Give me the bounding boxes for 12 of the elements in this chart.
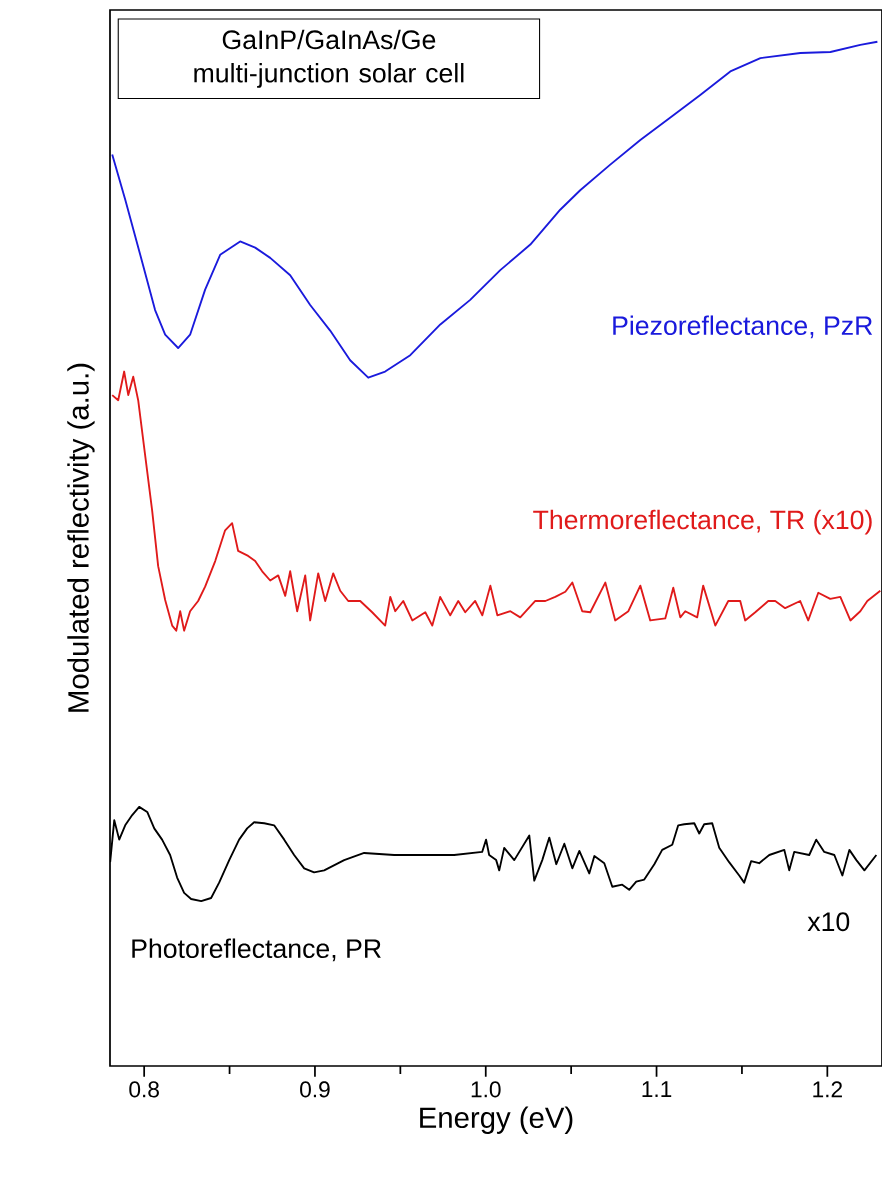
annotation: GaInP/GaInAs/Ge multi-junction solar cell: [194, 29, 464, 88]
x-tick-label: 0.9: [300, 1081, 330, 1098]
x-tick-label: 1.2: [813, 1081, 842, 1098]
x-tick-label: 1.0: [471, 1081, 501, 1098]
text: Thermoreflectance, TR (x10): [533, 509, 872, 535]
y-axis-title: Modulated reflectivity (a.u.): [67, 363, 95, 712]
x-tick-label: 1.1: [642, 1081, 672, 1097]
x-axis-title: Energy (eV): [420, 1106, 573, 1134]
text: Piezoreflectance, PzR: [613, 315, 873, 339]
text: Photoreflectance, PR: [132, 938, 381, 962]
annotation: x10: [807, 912, 850, 932]
x-tick-label: 0.8: [129, 1081, 159, 1098]
